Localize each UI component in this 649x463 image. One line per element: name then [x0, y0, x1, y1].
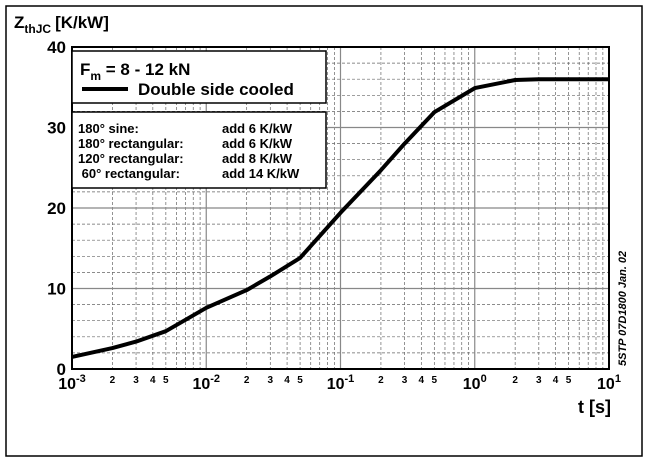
x-minor-tick-label: 3 [268, 375, 274, 386]
x-tick-label: 10-2 [192, 373, 220, 393]
y-tick-label: 40 [47, 38, 66, 57]
legend-box [71, 50, 327, 104]
note-label: 120° rectangular: [78, 151, 184, 166]
x-tick-exponent: -2 [210, 373, 220, 385]
note-value: add 6 K/kW [222, 121, 293, 136]
x-tick-exponent: -1 [345, 373, 355, 385]
y-tick-label: 20 [47, 199, 66, 218]
y-label-subscript: thJC [24, 22, 51, 36]
x-minor-tick-label: 2 [110, 375, 116, 386]
y-label-unit: [K/kW] [55, 13, 109, 32]
x-minor-tick-label: 4 [553, 375, 559, 386]
x-minor-tick-label: 2 [244, 375, 250, 386]
note-label: 180° sine: [78, 121, 139, 136]
y-label-symbol: Z [14, 13, 24, 32]
x-tick-exponent: 0 [481, 373, 487, 385]
x-minor-tick-label: 5 [566, 375, 572, 386]
y-axis-label: ZthJC [K/kW] [14, 13, 109, 36]
x-tick-base: 10 [58, 376, 76, 393]
note-value: add 8 K/kW [222, 151, 293, 166]
condition-text: = 8 - 12 kN [101, 60, 190, 79]
y-tick-label: 10 [47, 280, 66, 299]
x-tick-exponent: -3 [76, 373, 86, 385]
x-minor-tick-label: 3 [402, 375, 408, 386]
x-minor-tick-label: 4 [284, 375, 290, 386]
x-tick-label: 100 [463, 373, 487, 393]
x-minor-tick-label: 4 [419, 375, 425, 386]
y-tick-label: 0 [57, 360, 66, 379]
condition-subscript: m [90, 69, 101, 83]
notes-box [71, 111, 327, 189]
data-line [71, 77, 609, 359]
x-tick-label: 101 [597, 373, 621, 393]
x-minor-tick-label: 5 [297, 375, 303, 386]
x-tick-label: 10-1 [327, 373, 355, 393]
x-minor-tick-label: 5 [163, 375, 169, 386]
x-tick-base: 10 [597, 376, 615, 393]
x-tick-base: 10 [327, 376, 345, 393]
condition: Fm = 8 - 12 kN [80, 60, 190, 83]
x-tick-base: 10 [192, 376, 210, 393]
note-value: add 6 K/kW [222, 136, 293, 151]
note-value: add 14 K/kW [222, 166, 300, 181]
x-tick-exponent: 1 [615, 373, 621, 385]
plot-border [71, 46, 610, 370]
x-minor-tick-label: 2 [378, 375, 384, 386]
x-minor-tick-label: 5 [432, 375, 438, 386]
note-label: 60° rectangular: [78, 166, 180, 181]
y-tick-label: 30 [47, 119, 66, 138]
x-minor-tick-label: 3 [133, 375, 139, 386]
x-minor-tick-label: 4 [150, 375, 156, 386]
x-tick-base: 10 [463, 376, 481, 393]
condition-symbol: F [80, 60, 90, 79]
x-minor-tick-label: 3 [536, 375, 542, 386]
x-tick-label: 10-3 [58, 373, 86, 393]
frame [5, 5, 643, 457]
legend-label: Double side cooled [138, 80, 294, 99]
note-label: 180° rectangular: [78, 136, 184, 151]
x-minor-tick-label: 2 [512, 375, 518, 386]
side-note: 5STP 07D1800 Jan. 02 [617, 251, 629, 366]
x-axis-label: t [s] [578, 397, 611, 417]
